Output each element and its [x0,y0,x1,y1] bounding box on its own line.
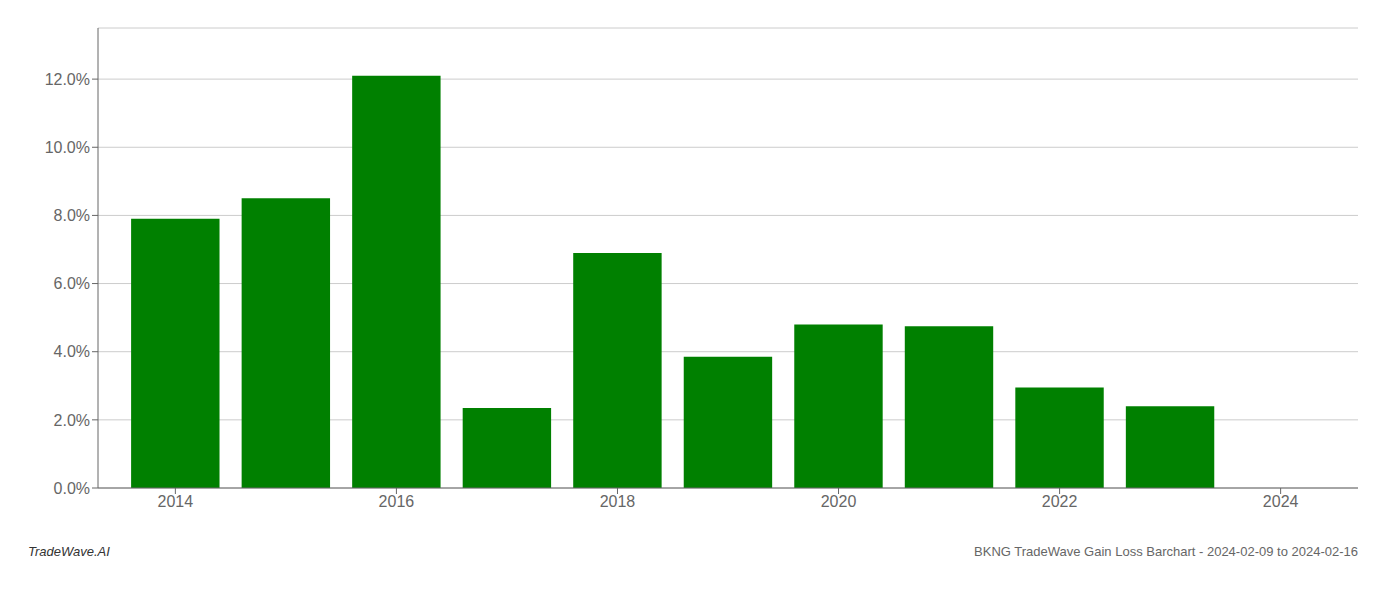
svg-text:10.0%: 10.0% [45,139,90,156]
svg-text:4.0%: 4.0% [54,343,90,360]
svg-text:2024: 2024 [1263,493,1299,510]
svg-text:8.0%: 8.0% [54,207,90,224]
svg-text:2016: 2016 [379,493,415,510]
svg-text:12.0%: 12.0% [45,71,90,88]
svg-text:0.0%: 0.0% [54,480,90,497]
svg-text:2.0%: 2.0% [54,412,90,429]
html-text:BKNG TradeWave Gain Loss Barch: BKNG TradeWave Gain Loss Barchart - 2024… [974,544,1358,559]
svg-text:2020: 2020 [821,493,857,510]
svg-text:2022: 2022 [1042,493,1078,510]
svg-text:2014: 2014 [158,493,194,510]
html-text:TradeWave.AI: TradeWave.AI [28,544,110,559]
svg-text:6.0%: 6.0% [54,275,90,292]
svg-text:2018: 2018 [600,493,636,510]
